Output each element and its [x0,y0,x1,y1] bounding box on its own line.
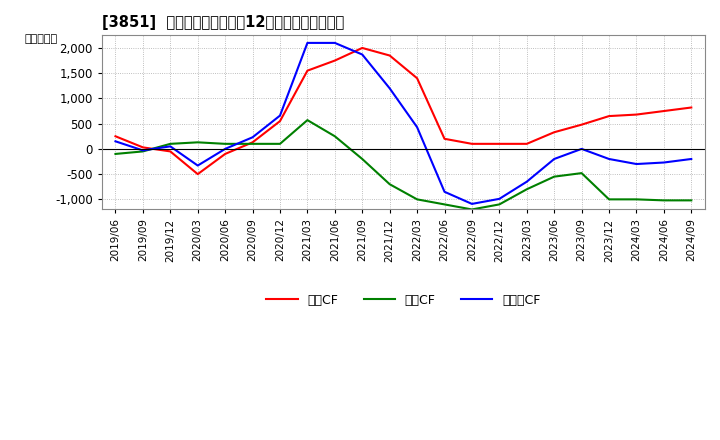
フリーCF [632,161,641,167]
投資CF [577,170,586,176]
営業CF [111,134,120,139]
投資CF [632,197,641,202]
Legend: 営業CF, 投資CF, フリーCF: 営業CF, 投資CF, フリーCF [261,289,545,312]
フリーCF [495,196,504,202]
投資CF [605,197,613,202]
営業CF [632,112,641,117]
投資CF [523,187,531,192]
フリーCF [550,156,559,161]
営業CF [577,122,586,127]
投資CF [687,198,696,203]
フリーCF [276,113,284,118]
投資CF [440,202,449,207]
フリーCF [413,125,421,130]
営業CF [303,68,312,73]
Line: フリーCF: フリーCF [115,43,691,204]
投資CF [303,117,312,123]
フリーCF [660,160,668,165]
営業CF [248,139,257,145]
フリーCF [605,156,613,161]
フリーCF [523,179,531,184]
投資CF [413,197,421,202]
フリーCF [577,146,586,151]
投資CF [138,149,147,154]
投資CF [495,202,504,207]
投資CF [111,151,120,157]
フリーCF [440,189,449,194]
フリーCF [248,135,257,140]
投資CF [358,156,366,161]
投資CF [221,141,230,147]
Text: [3851]  キャッシュフローの12か月移動合計の推移: [3851] キャッシュフローの12か月移動合計の推移 [102,15,344,30]
Y-axis label: （百万円）: （百万円） [25,33,58,44]
フリーCF [166,144,175,149]
営業CF [413,76,421,81]
投資CF [660,198,668,203]
投資CF [467,207,476,212]
投資CF [385,182,394,187]
フリーCF [111,139,120,144]
Line: 営業CF: 営業CF [115,48,691,174]
営業CF [385,53,394,58]
営業CF [467,141,476,147]
営業CF [495,141,504,147]
フリーCF [221,146,230,151]
営業CF [605,114,613,119]
営業CF [194,172,202,177]
フリーCF [385,86,394,91]
営業CF [221,151,230,157]
営業CF [523,141,531,147]
営業CF [440,136,449,141]
投資CF [166,141,175,147]
フリーCF [358,52,366,57]
投資CF [194,139,202,145]
Line: 投資CF: 投資CF [115,120,691,209]
投資CF [550,174,559,179]
フリーCF [687,156,696,161]
投資CF [276,141,284,147]
フリーCF [467,201,476,206]
営業CF [276,118,284,124]
営業CF [358,45,366,51]
投資CF [330,134,339,139]
営業CF [660,108,668,114]
フリーCF [330,40,339,46]
フリーCF [194,163,202,168]
営業CF [138,145,147,150]
営業CF [687,105,696,110]
営業CF [166,149,175,154]
営業CF [330,58,339,63]
フリーCF [138,148,147,153]
投資CF [248,141,257,147]
フリーCF [303,40,312,46]
営業CF [550,130,559,135]
